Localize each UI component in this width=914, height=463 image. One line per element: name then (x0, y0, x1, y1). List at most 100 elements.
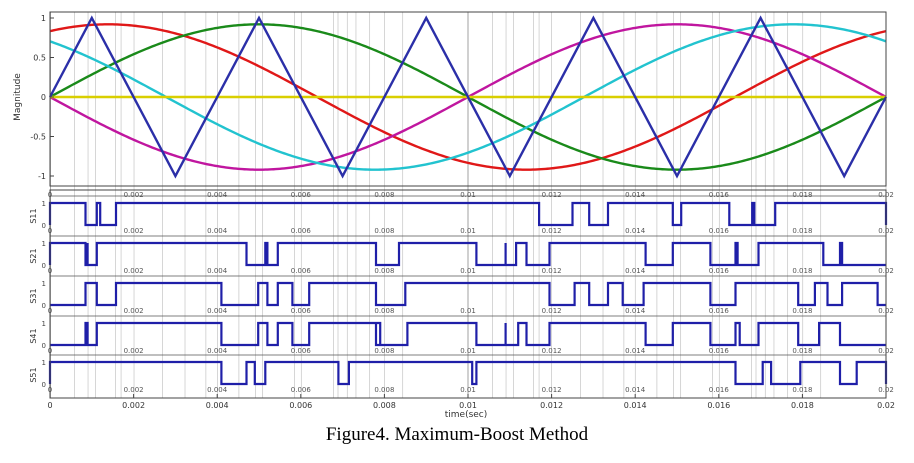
row-x-tick-label: 0.018 (792, 267, 812, 275)
x-tick-label: 0.018 (791, 401, 814, 410)
x-tick-label: 0.002 (124, 191, 144, 199)
row-x-tick-label: 0.014 (625, 267, 646, 275)
x-tick-label: 0.02 (878, 191, 894, 199)
row-x-tick-label: 0.006 (291, 307, 312, 315)
pulse-y-tick-label: 1 (42, 240, 46, 248)
x-tick-label: 0.016 (709, 191, 730, 199)
row-x-tick-label: 0.004 (207, 227, 228, 235)
x-tick-label: 0.01 (459, 401, 477, 410)
row-x-tick-label: 0.008 (374, 307, 394, 315)
x-tick-label: 0 (47, 401, 52, 410)
x-tick-label: 0.02 (877, 401, 895, 410)
row-x-tick-label: 0.01 (460, 347, 476, 355)
x-axis-label: time(sec) (445, 410, 488, 420)
pulse-y-tick-label: 0 (42, 302, 46, 310)
x-tick-label: 0.018 (792, 191, 812, 199)
series-line-sine4 (49, 23, 887, 171)
y-tick-label: -0.5 (30, 133, 46, 142)
row-x-tick-label: 0.006 (291, 267, 312, 275)
row-x-tick-label: 0.01 (460, 267, 476, 275)
pulse-waveform (50, 321, 886, 347)
y-tick-label: -1 (38, 172, 46, 181)
pulse-label: S21 (29, 248, 38, 263)
carrier-triangle-line (48, 15, 888, 179)
pulse-y-tick-label: 1 (42, 320, 46, 328)
row-x-tick-label: 0.008 (374, 267, 394, 275)
row-x-tick-label: 0.018 (792, 347, 812, 355)
row-x-tick-label: 0.006 (291, 386, 312, 394)
pulse-y-tick-label: 1 (42, 359, 46, 367)
pulse-y-tick-label: 0 (42, 381, 46, 389)
row-x-tick-label: 0.002 (124, 347, 144, 355)
pulse-label: S51 (29, 367, 38, 382)
magnitude-plot-frame (49, 11, 887, 187)
row-x-tick-label: 0.014 (625, 227, 646, 235)
row-x-tick-label: 0.018 (792, 307, 812, 315)
row-x-tick-label: 0.01 (460, 307, 476, 315)
pulse-label: S11 (29, 208, 38, 223)
row-x-tick-label: 0.004 (207, 267, 228, 275)
row-x-tick-label: 0.012 (542, 347, 562, 355)
x-tick-label: 0.008 (373, 401, 396, 410)
y-tick-label: 1 (41, 14, 46, 23)
x-tick-label: 0.006 (291, 191, 312, 199)
row-x-tick-label: 0.002 (124, 267, 144, 275)
row-x-tick-label: 0.006 (291, 227, 312, 235)
pulse-waveform (48, 360, 888, 386)
pulse-waveform (50, 281, 886, 307)
y-tick-label: 0 (41, 93, 46, 102)
grid-lines (50, 12, 887, 398)
axes: 1 0.5 0 -0.5 -1 0 0.002 0.004 0.006 0.008 0.01 0.01… (30, 11, 895, 410)
row-x-tick-label: 0.004 (207, 347, 228, 355)
figure-caption: Figure4. Maximum-Boost Method (325, 424, 589, 445)
row-x-tick-label: 0.012 (542, 386, 562, 394)
row-x-tick-label: 0.016 (709, 267, 730, 275)
series-line-sine1 (49, 23, 887, 171)
row-x-tick-label: 0.006 (291, 347, 312, 355)
x-tick-label: 0.006 (289, 401, 312, 410)
row-x-tick-label: 0.01 (460, 227, 476, 235)
pulse-y-tick-label: 1 (42, 200, 46, 208)
row-x-tick-label: 0.012 (542, 227, 562, 235)
row-x-tick-label: 0.014 (625, 386, 646, 394)
row-x-tick-label: 0.014 (625, 307, 646, 315)
pulse-y-tick-label: 0 (42, 222, 46, 230)
row-x-tick-label: 0.016 (709, 307, 730, 315)
pulse-waveform (48, 241, 886, 267)
row-x-tick-label: 0.018 (792, 227, 812, 235)
x-tick-label: 0.016 (707, 401, 730, 410)
pulse-label: S41 (29, 328, 38, 343)
y-tick-label: 0.5 (33, 54, 46, 63)
x-tick-label: 0 (48, 191, 52, 199)
row-x-tick-label: 0.016 (709, 347, 730, 355)
row-x-tick-label: 0.002 (124, 227, 144, 235)
row-x-tick-label: 0.018 (792, 386, 812, 394)
row-x-tick-label: 0.002 (124, 307, 144, 315)
pulse-y-tick-label: 0 (42, 262, 46, 270)
row-x-tick-label: 0.014 (625, 347, 646, 355)
row-x-tick-label: 0.016 (709, 227, 730, 235)
y-axis-label: Magnitude (13, 73, 23, 121)
x-tick-label: 0.01 (460, 191, 476, 199)
row-x-tick-label: 0.012 (542, 307, 562, 315)
row-x-tick-label: 0.008 (374, 347, 394, 355)
x-tick-label: 0.004 (206, 401, 229, 410)
pulse-waveform (48, 201, 888, 227)
x-tick-label: 0.014 (624, 401, 647, 410)
x-tick-label: 0.002 (122, 401, 145, 410)
row-x-tick-label: 0.016 (709, 386, 730, 394)
x-tick-label: 0.014 (625, 191, 646, 199)
row-x-tick-label: 0.004 (207, 307, 228, 315)
pulse-y-tick-label: 0 (42, 342, 46, 350)
magnitude-plot (48, 15, 888, 179)
pulse-label: S31 (29, 288, 38, 303)
x-tick-label: 0.012 (542, 191, 562, 199)
row-x-tick-label: 0.004 (207, 386, 228, 394)
row-x-tick-label: 0.012 (542, 267, 562, 275)
